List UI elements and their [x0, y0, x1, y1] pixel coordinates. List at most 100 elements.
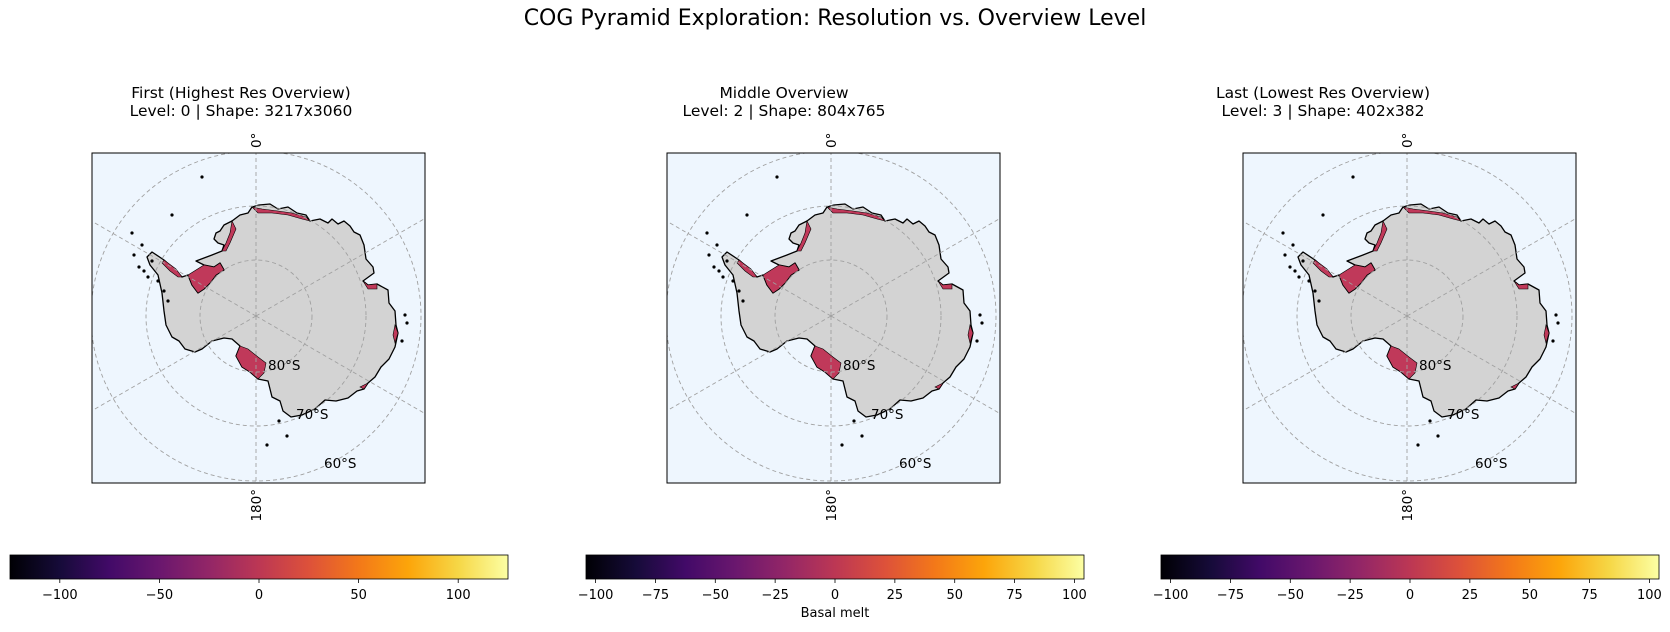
colorbar-tick-label: 0 [1406, 588, 1414, 603]
island [1288, 265, 1292, 269]
lat-label-60s: 60°S [899, 456, 932, 472]
island [137, 265, 141, 269]
map-frame [91, 152, 426, 484]
longitude-gridline [830, 315, 1000, 415]
panel-1-title-line1: First (Highest Res Overview) [131, 84, 351, 102]
lon-label-top: 0° [824, 133, 840, 148]
island [1436, 434, 1440, 438]
map-content [92, 153, 425, 483]
basal-melt-region [1543, 323, 1550, 345]
colorbar-tick-label: −50 [1277, 588, 1304, 603]
island [840, 443, 844, 447]
lon-label-bottom: 180° [824, 489, 840, 522]
island [1551, 339, 1555, 343]
island [1428, 419, 1432, 423]
colorbar-tick-label: −25 [1336, 588, 1363, 603]
island [1301, 259, 1305, 263]
island [170, 213, 174, 217]
island [1321, 213, 1325, 217]
basal-melt-region [392, 323, 399, 345]
basal-melt-region [1386, 345, 1418, 380]
island [707, 253, 711, 257]
island [265, 443, 269, 447]
map-panel-3: 80°S 70°S 60°S 0° 180° [1242, 133, 1577, 522]
basal-melt-region [762, 262, 800, 294]
colorbar-2: −100 −75 −50 −25 0 25 50 75 100 Basal melt [578, 554, 1087, 621]
island [975, 339, 979, 343]
colorbar-tick-label: −50 [702, 588, 729, 603]
basal-melt-region [359, 382, 369, 390]
basal-melt-region [826, 206, 886, 222]
longitude-gridline [92, 220, 257, 317]
longitude-gridline [1243, 220, 1408, 317]
island [142, 269, 146, 273]
latitude-gridline [1296, 205, 1518, 427]
lat-label-70s: 70°S [296, 407, 329, 423]
colorbar-gradient [1160, 554, 1660, 580]
island [860, 434, 864, 438]
island [400, 339, 404, 343]
basal-melt-region [937, 280, 953, 290]
colorbar-tick-label: 25 [1462, 588, 1479, 603]
panel-2-title-line1: Middle Overview [719, 84, 849, 102]
island [403, 313, 407, 317]
lat-label-70s: 70°S [1447, 407, 1480, 423]
island [200, 175, 204, 179]
colorbar-tick-label: 75 [1581, 588, 1598, 603]
basal-melt-region [967, 323, 974, 345]
island [715, 243, 719, 247]
island [717, 269, 721, 273]
lon-label-bottom: 180° [249, 489, 265, 522]
island [1293, 269, 1297, 273]
island [146, 275, 150, 279]
longitude-gridline [1243, 315, 1408, 412]
colorbar-tick-label: −25 [761, 588, 788, 603]
basal-melt-region [235, 345, 267, 380]
panel-3-title-line1: Last (Lowest Res Overview) [1215, 84, 1431, 102]
colorbar-tick-label: 25 [887, 588, 904, 603]
island [1351, 175, 1355, 179]
lat-label-60s: 60°S [324, 456, 357, 472]
colorbar-gradient [9, 554, 509, 580]
island [1297, 275, 1301, 279]
basal-melt-region [1402, 206, 1462, 222]
figure-title: COG Pyramid Exploration: Resolution vs. … [523, 6, 1147, 31]
colorbar-tick-label: 0 [831, 588, 839, 603]
basal-melt-region [362, 280, 378, 290]
map-frame [666, 152, 1001, 484]
island [166, 299, 170, 303]
island [285, 434, 289, 438]
map-frame [1242, 152, 1577, 484]
island [1556, 321, 1560, 325]
island [1313, 289, 1317, 293]
panel-1-title: First (Highest Res Overview) Level: 0 | … [31, 84, 451, 120]
island [980, 321, 984, 325]
island [978, 313, 982, 317]
colorbar-tick-label: 100 [1637, 588, 1662, 603]
colorbar-tick-label: −50 [146, 588, 173, 603]
colorbar-gradient [585, 554, 1085, 580]
island [1317, 299, 1321, 303]
map-panel-2: 80°S 70°S 60°S 0° 180° [666, 133, 1001, 522]
basal-melt-region [187, 262, 225, 294]
colorbar-label: Basal melt [801, 606, 870, 621]
panel-2-title: Middle Overview Level: 2 | Shape: 804x76… [574, 84, 994, 120]
basal-melt-region [810, 345, 842, 380]
colorbar-tick-label: 50 [350, 588, 367, 603]
island [775, 175, 779, 179]
panel-1-title-line2: Level: 0 | Shape: 3217x3060 [129, 102, 353, 120]
colorbar-1: −100 −50 0 50 100 [9, 554, 509, 603]
basal-melt-region [251, 206, 311, 222]
longitude-gridline [1406, 217, 1576, 317]
island [130, 231, 134, 235]
colorbar-3: −100 −75 −50 −25 0 25 50 75 100 [1153, 554, 1662, 603]
map-content [1243, 153, 1576, 483]
island [731, 279, 735, 283]
island [741, 299, 745, 303]
island [1291, 243, 1295, 247]
island [1307, 279, 1311, 283]
island [721, 275, 725, 279]
island [1554, 313, 1558, 317]
longitude-gridline [1406, 315, 1576, 415]
